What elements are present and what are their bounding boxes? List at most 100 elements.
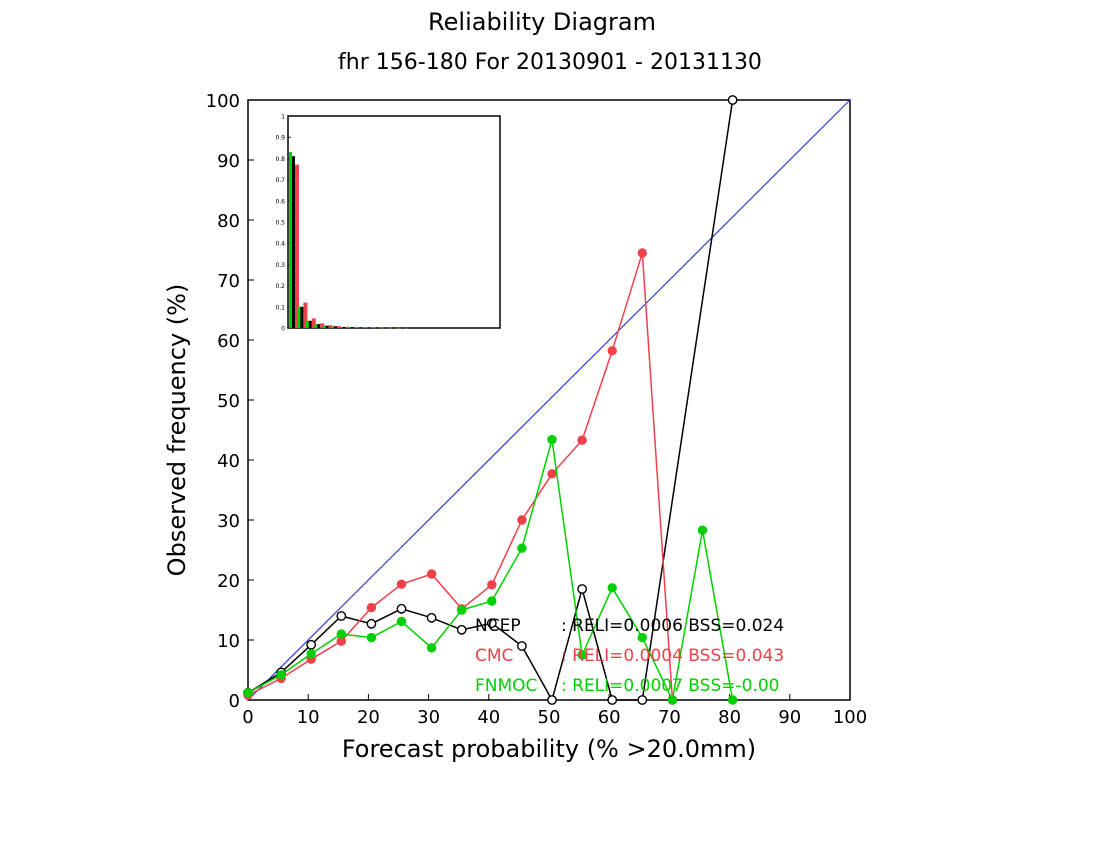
inset-y-tick-label: 0.7 <box>275 177 285 184</box>
inset-bar-ncep <box>341 326 346 328</box>
point-ncep <box>577 584 588 594</box>
y-tick-label: 60 <box>217 331 240 352</box>
x-tick-label: 0 <box>242 707 253 728</box>
point-cmc <box>517 515 527 525</box>
inset-bar-fnmoc <box>297 306 301 328</box>
inset-y-tick-label: 0.9 <box>275 135 285 142</box>
y-tick-label: 10 <box>217 631 240 652</box>
point-ncep <box>366 618 377 629</box>
point-ncep <box>426 612 437 623</box>
inset-bar-ncep <box>400 327 405 329</box>
inset-frame <box>287 115 501 329</box>
plot-area: 0 10 20 30 40 50 60 70 80 90 100010203040506070809… <box>206 91 868 728</box>
inset-bar-fnmoc <box>322 325 326 328</box>
inset-bar-fnmoc <box>331 326 334 328</box>
inset-bar-cmc <box>295 164 299 328</box>
x-tick-label: 80 <box>718 707 741 728</box>
inset-bar-fnmoc <box>347 327 351 328</box>
point-ncep <box>727 95 738 105</box>
inset-y-tick-label: 0.5 <box>275 220 285 227</box>
point-fnmoc <box>727 695 738 705</box>
inset-bar-fnmoc <box>364 327 368 329</box>
legend-stats-fnmoc: : RELI=0.0007 BSS=-0.00 <box>561 676 779 696</box>
point-ncep <box>637 695 648 705</box>
point-fnmoc <box>306 649 316 659</box>
inset-bar-cmc <box>353 326 358 328</box>
point-fnmoc <box>276 670 286 680</box>
y-tick-label: 90 <box>217 151 240 172</box>
legend-label-cmc: CMC <box>475 646 513 666</box>
inset-bar-cmc <box>328 325 333 328</box>
point-fnmoc <box>667 695 678 705</box>
x-tick-label: 30 <box>417 707 440 728</box>
point-ncep <box>336 611 347 621</box>
inset-bar-fnmoc <box>289 152 292 328</box>
point-cmc <box>426 569 437 579</box>
point-cmc <box>637 248 648 258</box>
x-tick-label: 100 <box>833 707 867 728</box>
point-cmc <box>396 579 407 589</box>
point-ncep <box>396 603 407 614</box>
y-tick-label: 0 <box>229 691 240 712</box>
y-axis-label: Observed frequency (%) <box>163 284 191 577</box>
x-tick-label: 70 <box>658 707 681 728</box>
legend-stats-cmc: : RELI=0.0004 BSS=0.043 <box>561 646 784 666</box>
inset-bar-fnmoc <box>398 327 402 329</box>
inset-y-tick-label: 0.4 <box>275 241 285 248</box>
point-fnmoc <box>487 596 497 606</box>
series-layer <box>243 95 738 705</box>
inset-bar-ncep <box>333 326 337 328</box>
x-tick-label: 90 <box>778 707 801 728</box>
point-fnmoc <box>396 616 407 627</box>
perfect-reliability-line <box>247 99 851 701</box>
legend-label-fnmoc: FNMOC <box>475 676 537 696</box>
x-tick-label: 40 <box>477 707 500 728</box>
inset-bar-ncep <box>316 324 321 328</box>
inset-bar-fnmoc <box>373 327 376 329</box>
chart-title: Reliability Diagram <box>428 8 656 36</box>
inset-bar-fnmoc <box>389 327 393 329</box>
inset-bar-cmc <box>404 327 409 329</box>
y-tick-label: 20 <box>217 571 240 592</box>
point-ncep <box>607 695 618 705</box>
point-fnmoc <box>607 583 617 593</box>
legend-label-ncep: NCEP <box>475 616 521 636</box>
inset-bar-ncep <box>375 327 379 329</box>
y-tick-label: 80 <box>217 211 240 232</box>
point-fnmoc <box>697 525 708 535</box>
inset-y-tick-label: 0.8 <box>275 156 285 163</box>
inset-bar-cmc <box>320 323 325 328</box>
legend-stats-ncep: : RELI=0.0006 BSS=0.024 <box>561 616 784 636</box>
inset-bar-ncep <box>366 327 371 329</box>
point-cmc <box>487 580 497 590</box>
inset-bar-fnmoc <box>339 326 343 328</box>
point-fnmoc <box>547 434 557 445</box>
inset-bar-ncep <box>307 320 312 328</box>
inset-histogram: 0 0.1 0.2 0.3 0.4 0.5 0.6 0.7 0.8 0.9 1 <box>275 114 501 333</box>
y-tick-label: 70 <box>217 271 240 292</box>
y-tick-label: 100 <box>206 91 240 112</box>
x-tick-label: 20 <box>357 707 380 728</box>
inset-bar-cmc <box>387 327 392 329</box>
inset-bar-cmc <box>311 318 316 328</box>
point-fnmoc <box>426 643 437 653</box>
y-tick-label: 50 <box>217 391 240 412</box>
inset-bar-ncep <box>291 156 295 328</box>
legend: NCEP : RELI=0.0006 BSS=0.024 CMC : RELI=0.0… <box>475 616 784 696</box>
x-axis-label: Forecast probability (% >20.0mm) <box>342 735 756 763</box>
inset-y-tick-label: 0.3 <box>275 262 285 269</box>
point-fnmoc <box>637 632 648 643</box>
y-tick-label: 30 <box>217 511 240 532</box>
inset-y-tick-label: 0.6 <box>275 198 285 205</box>
point-ncep <box>306 639 317 650</box>
inset-bar-fnmoc <box>314 324 318 328</box>
inset-y-tick-label: 1 <box>281 114 285 121</box>
point-fnmoc <box>577 650 587 660</box>
point-cmc <box>607 346 617 356</box>
inset-bar-cmc <box>370 327 375 328</box>
inset-bar-fnmoc <box>305 321 309 328</box>
inset-bar-fnmoc <box>356 327 360 328</box>
point-fnmoc <box>457 605 467 615</box>
point-ncep <box>547 695 557 705</box>
inset-bar-ncep <box>324 325 329 328</box>
